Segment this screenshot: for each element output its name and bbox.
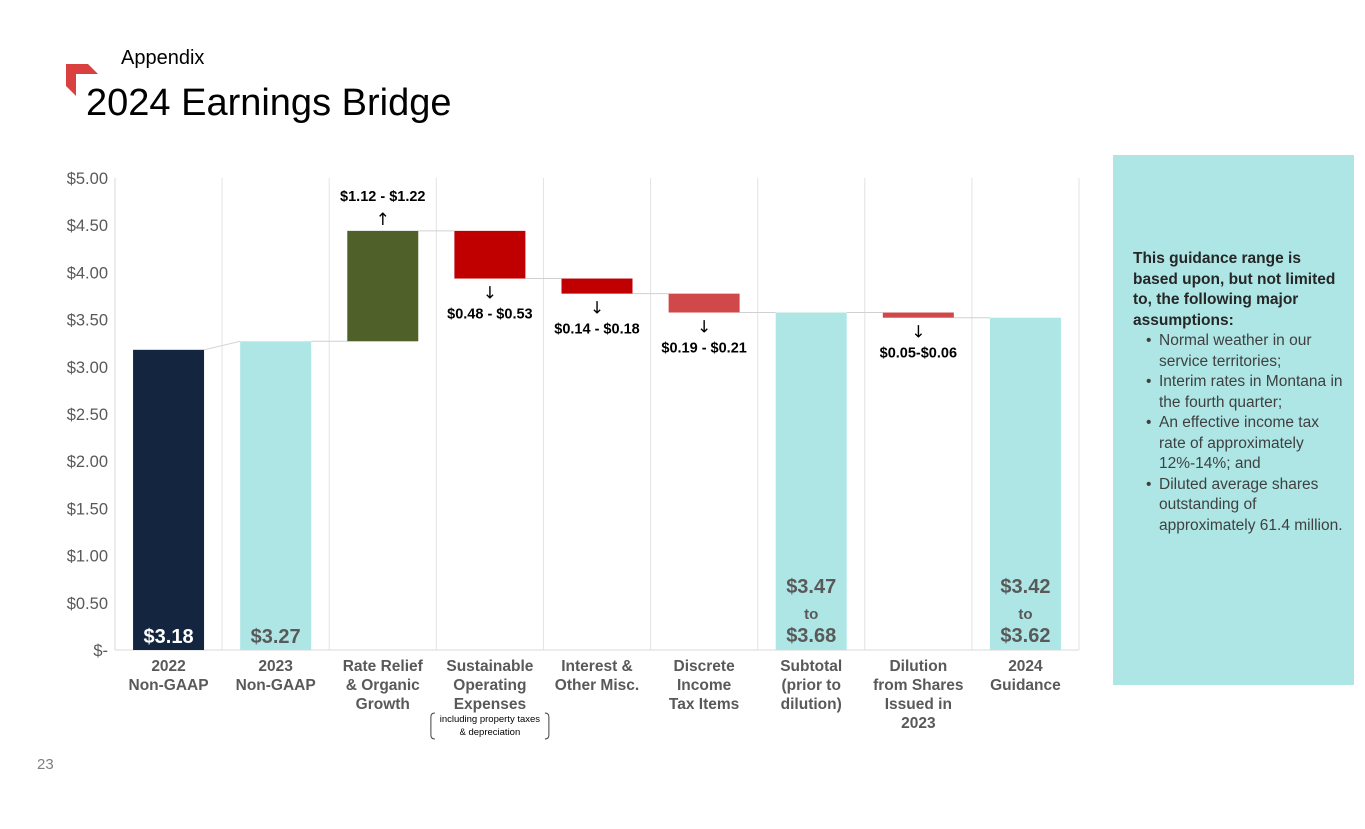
category-label: Income (677, 677, 732, 694)
company-logo-icon (66, 64, 98, 96)
bar-value-label: $3.47 (786, 576, 836, 598)
category-label: & Organic (346, 677, 420, 694)
y-tick-label: $4.00 (67, 264, 108, 282)
bar-decrease (454, 230, 526, 279)
category-label: Dilution (889, 658, 947, 675)
category-label: Operating (453, 677, 526, 694)
category-label: Non-GAAP (236, 677, 316, 694)
down-arrow-icon: ↓ (911, 323, 925, 343)
down-arrow-icon: ↓ (590, 299, 604, 319)
bar-decrease (561, 278, 633, 294)
bar-value-label: $3.42 (1000, 576, 1050, 598)
bar-value-label: $3.27 (251, 626, 301, 648)
bar-value-label: $3.62 (1000, 625, 1050, 647)
category-label: Growth (356, 696, 410, 713)
category-label: Tax Items (669, 696, 739, 713)
bar-decrease (668, 293, 740, 313)
range-label: $0.48 - $0.53 (447, 307, 532, 323)
y-tick-label: $3.50 (67, 312, 108, 330)
assumption-item: Normal weather in our service territorie… (1133, 331, 1344, 372)
category-note: & depreciation (460, 727, 521, 738)
page-title: 2024 Earnings Bridge (86, 82, 452, 124)
section-label: Appendix (121, 47, 205, 69)
assumptions-heading: This guidance range is based upon, but n… (1133, 250, 1336, 329)
bar-total (133, 349, 205, 650)
category-label: (prior to (782, 677, 841, 694)
category-label: 2024 (1008, 658, 1043, 675)
bar-value-label: $3.18 (144, 626, 194, 648)
down-arrow-icon: ↓ (697, 318, 711, 338)
earnings-bridge-chart: $- $0.50 $1.00 $1.50 $2.00 $2.50 $3.00 $3.50 $4.… (67, 170, 1080, 740)
y-tick-label: $3.00 (67, 359, 108, 377)
category-label: 2023 (258, 658, 293, 675)
y-tick-label: $1.50 (67, 500, 108, 518)
category-label: Rate Relief (343, 658, 424, 675)
category-label: Expenses (454, 696, 526, 713)
category-label: 2023 (901, 715, 936, 732)
y-tick-label: $5.00 (67, 170, 108, 188)
category-label: Issued in (885, 696, 952, 713)
note-bracket-right (544, 712, 550, 740)
bar-total (989, 317, 1061, 650)
page-number: 23 (37, 756, 54, 773)
category-label: Interest & (561, 658, 633, 675)
down-arrow-icon: ↓ (483, 284, 497, 304)
assumptions-list: Normal weather in our service territorie… (1133, 331, 1344, 536)
range-label: $0.19 - $0.21 (661, 341, 746, 357)
up-arrow-icon: ↑ (376, 210, 390, 230)
y-tick-label: $2.50 (67, 406, 108, 424)
connector-line (203, 340, 241, 351)
category-label: Subtotal (780, 658, 842, 675)
range-label: $1.12 - $1.22 (340, 189, 425, 205)
assumption-item: Diluted average shares outstanding of ap… (1133, 475, 1344, 537)
category-label: Non-GAAP (129, 677, 209, 694)
note-bracket-left (430, 712, 435, 740)
category-label: Guidance (990, 677, 1061, 694)
bar-value-label: to (1018, 606, 1032, 623)
assumptions-panel: This guidance range is based upon, but n… (1113, 155, 1354, 685)
assumption-item: Interim rates in Montana in the fourth q… (1133, 372, 1344, 413)
bar-increase (347, 230, 419, 342)
category-label: Sustainable (446, 658, 533, 675)
y-tick-label: $- (93, 642, 108, 660)
y-tick-label: $0.50 (67, 595, 108, 613)
bar-total (775, 312, 847, 650)
category-label: Other Misc. (555, 677, 639, 694)
range-label: $0.14 - $0.18 (554, 322, 639, 338)
category-label: 2022 (151, 658, 185, 675)
category-label: Discrete (674, 658, 736, 675)
bar-value-label: $3.68 (786, 625, 836, 647)
category-label: from Shares (873, 677, 963, 694)
bar-total (240, 341, 312, 650)
y-tick-label: $4.50 (67, 217, 108, 235)
y-tick-label: $1.00 (67, 548, 108, 566)
range-label: $0.05-$0.06 (880, 346, 957, 362)
y-tick-label: $2.00 (67, 453, 108, 471)
category-label: dilution) (781, 696, 842, 713)
bar-value-label: to (804, 606, 818, 623)
category-note: including property taxes (440, 714, 541, 725)
assumption-item: An effective income tax rate of approxim… (1133, 413, 1344, 475)
bar-decrease (882, 312, 954, 318)
